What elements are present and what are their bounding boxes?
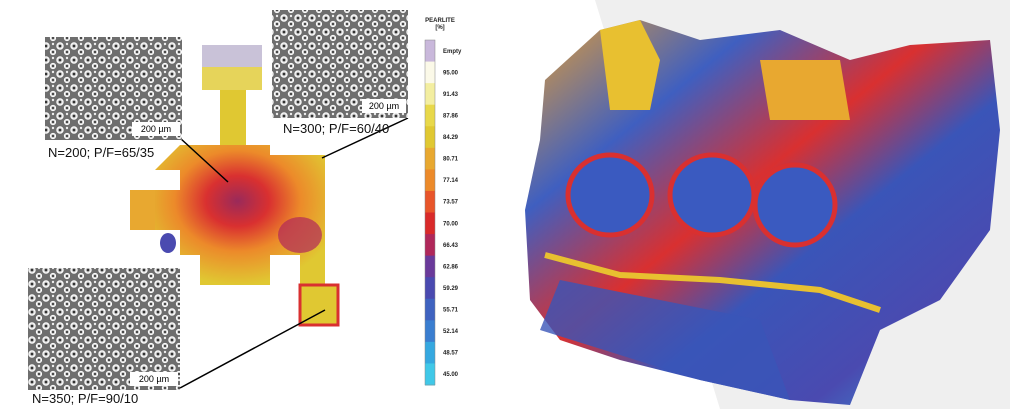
legend-label: Empty bbox=[443, 49, 462, 55]
legend-label: 48.57 bbox=[443, 351, 459, 357]
legend-swatch bbox=[425, 62, 435, 84]
scale-label: 200 µm bbox=[141, 124, 171, 134]
legend-swatch bbox=[425, 83, 435, 105]
figure: 200 µm N=200; P/F=65/35 200 µm N=300; P/… bbox=[0, 0, 1010, 409]
legend-label: 45.00 bbox=[443, 372, 459, 378]
legend-label: 73.57 bbox=[443, 200, 459, 206]
legend-swatch bbox=[425, 213, 435, 235]
legend-label: 95.00 bbox=[443, 70, 459, 76]
legend-swatch bbox=[425, 320, 435, 342]
legend-label: 84.29 bbox=[443, 135, 459, 141]
legend-swatch bbox=[425, 277, 435, 299]
legend-label: 70.00 bbox=[443, 221, 459, 227]
legend-label: 91.43 bbox=[443, 92, 459, 98]
legend-swatch bbox=[425, 148, 435, 170]
legend-label: 66.43 bbox=[443, 243, 459, 249]
legend-label: 55.71 bbox=[443, 308, 459, 314]
caption: N=200; P/F=65/35 bbox=[48, 145, 154, 160]
legend-swatch bbox=[425, 363, 435, 385]
legend-label: 52.14 bbox=[443, 329, 459, 335]
legend-label: 80.71 bbox=[443, 157, 459, 163]
caption: N=300; P/F=60/40 bbox=[283, 121, 389, 136]
legend-swatch bbox=[425, 299, 435, 321]
legend-label: 59.29 bbox=[443, 286, 459, 292]
color-legend: PEARLITE [%] Empty 95.00 91.43 87.86 84.29 80… bbox=[425, 18, 462, 386]
legend-swatch bbox=[425, 191, 435, 213]
scale-label: 200 µm bbox=[369, 101, 399, 111]
legend-label: 77.14 bbox=[443, 178, 459, 184]
legend-swatch bbox=[425, 256, 435, 278]
scale-label: 200 µm bbox=[139, 374, 169, 384]
legend-swatch bbox=[425, 169, 435, 191]
micrograph: 200 µm N=350; P/F=90/10 bbox=[28, 268, 180, 406]
legend-label: 87.86 bbox=[443, 113, 459, 119]
caption: N=350; P/F=90/10 bbox=[32, 391, 138, 406]
legend-label: 62.86 bbox=[443, 264, 459, 270]
legend-swatch bbox=[425, 342, 435, 364]
micrograph: 200 µm N=300; P/F=60/40 bbox=[272, 10, 408, 136]
legend-title: PEARLITE bbox=[425, 18, 455, 24]
legend-swatch bbox=[425, 40, 435, 62]
legend-unit: [%] bbox=[435, 25, 444, 31]
legend-swatch bbox=[425, 105, 435, 127]
legend-swatch bbox=[425, 126, 435, 148]
legend-swatch bbox=[425, 234, 435, 256]
micrograph: 200 µm N=200; P/F=65/35 bbox=[45, 37, 182, 160]
